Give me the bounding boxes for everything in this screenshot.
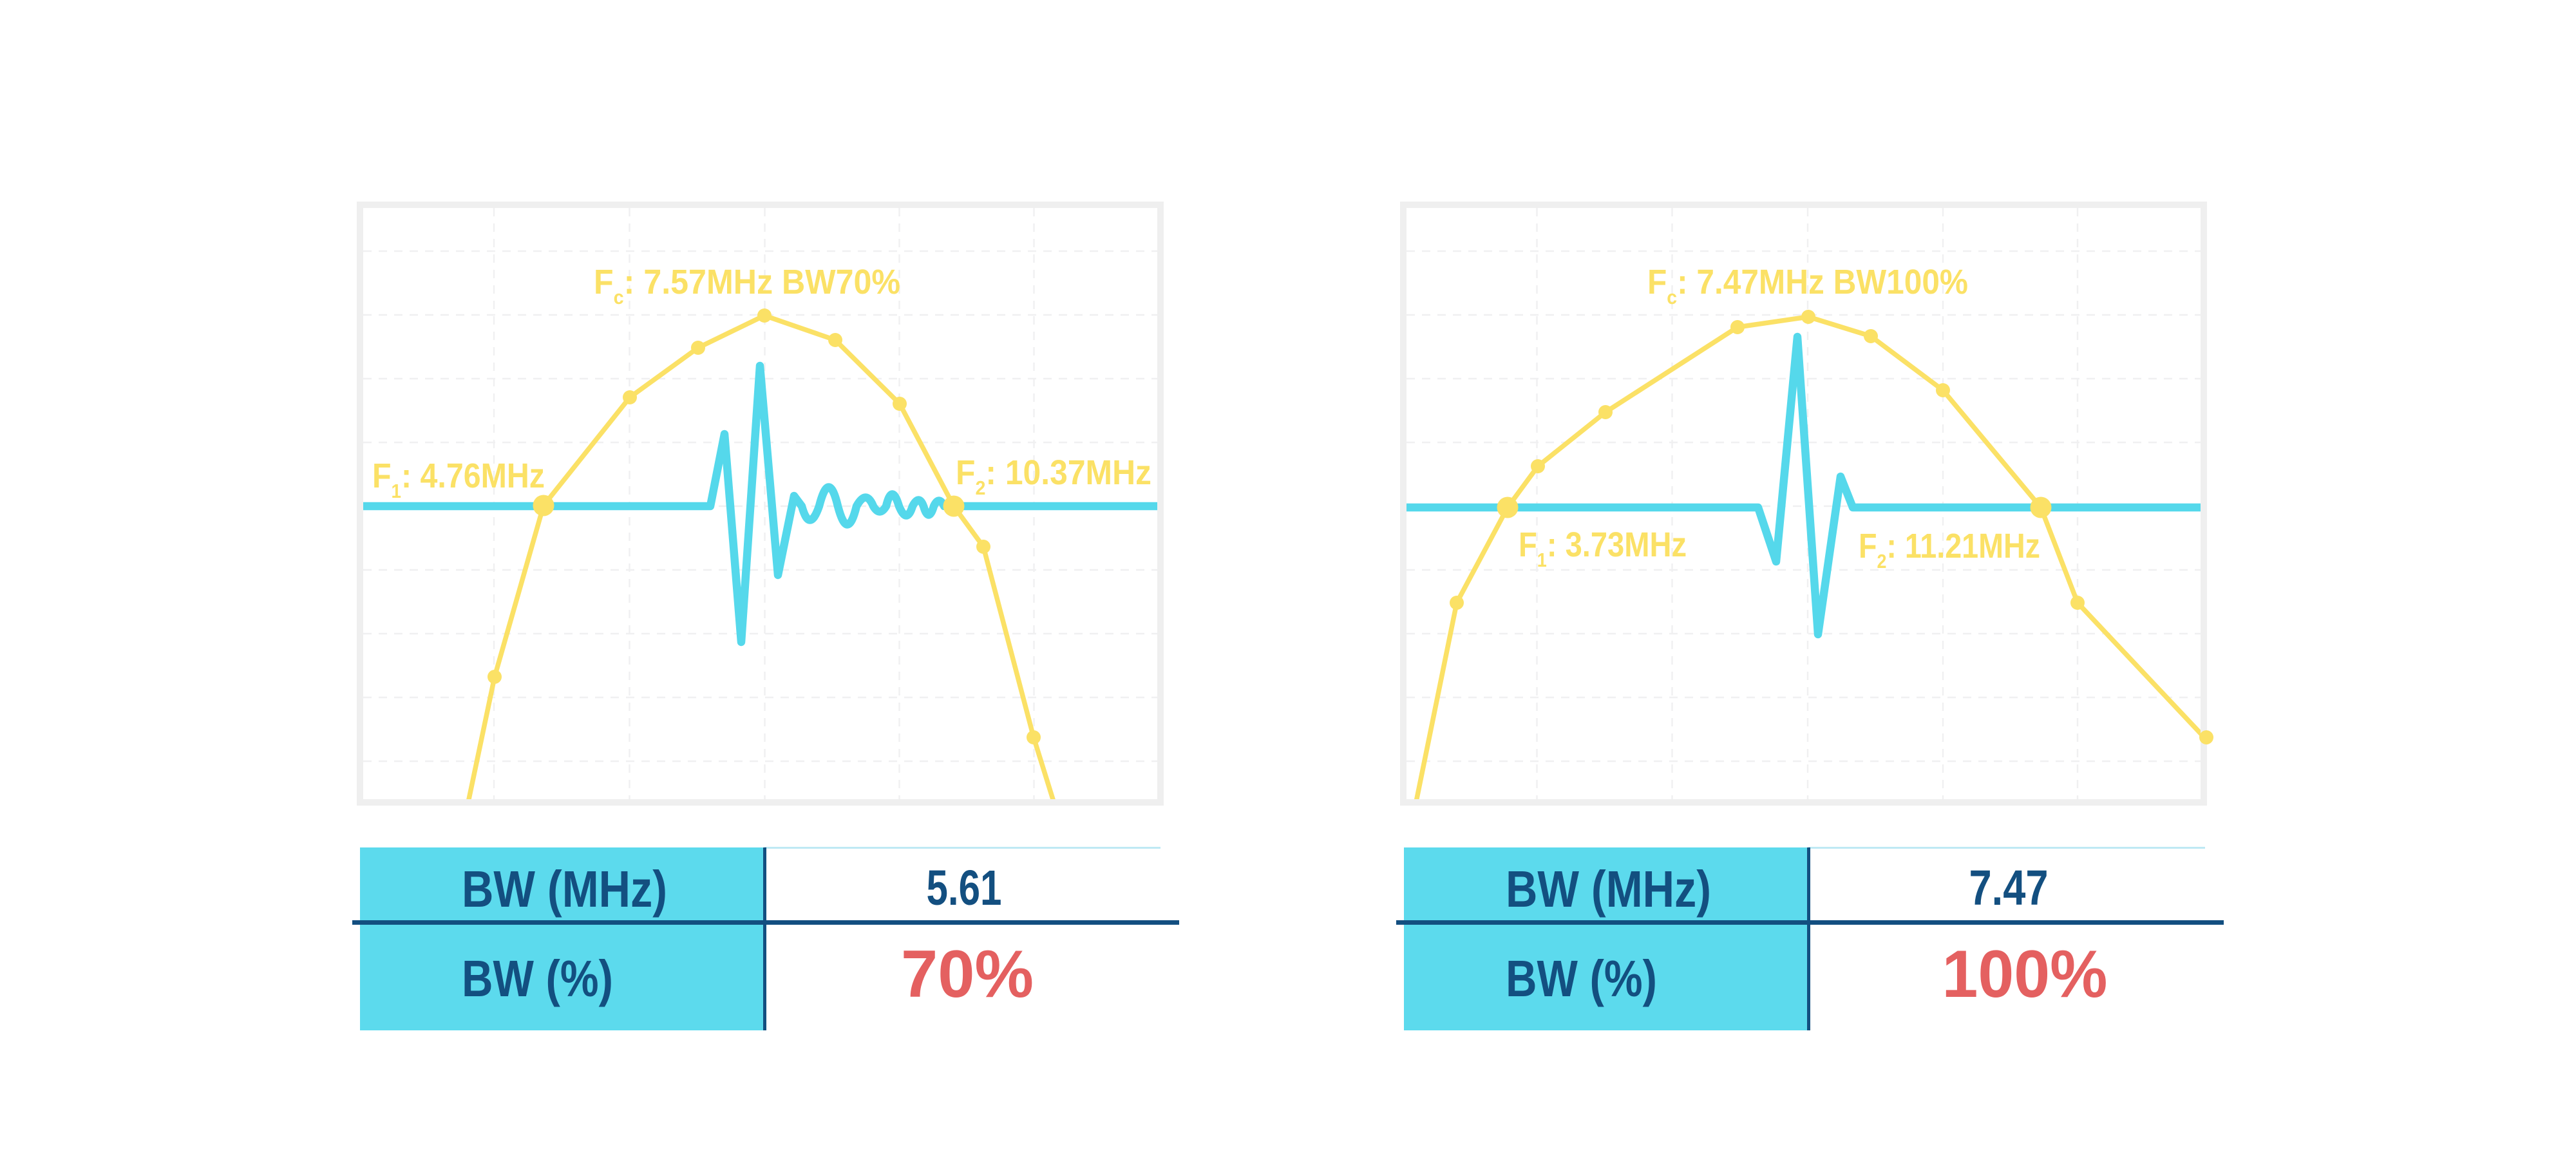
svg-text:BW (%): BW (%) bbox=[1506, 950, 1657, 1007]
svg-text:5.61: 5.61 bbox=[927, 860, 1002, 916]
svg-text:F2: 11.21MHz: F2: 11.21MHz bbox=[1859, 527, 2040, 572]
svg-text:F1: 3.73MHz: F1: 3.73MHz bbox=[1519, 525, 1687, 571]
svg-text:BW (MHz): BW (MHz) bbox=[462, 860, 667, 918]
svg-text:7.47: 7.47 bbox=[1969, 860, 2049, 916]
svg-text:F2: 10.37MHz: F2: 10.37MHz bbox=[956, 453, 1151, 499]
svg-text:100%: 100% bbox=[1942, 937, 2108, 1012]
svg-text:F1: 4.76MHz: F1: 4.76MHz bbox=[372, 457, 545, 502]
svg-text:BW (%): BW (%) bbox=[462, 950, 613, 1007]
svg-text:70%: 70% bbox=[901, 937, 1034, 1012]
svg-text:Fc: 7.47MHz BW100%: Fc: 7.47MHz BW100% bbox=[1647, 263, 1968, 308]
svg-text:Fc: 7.57MHz BW70%: Fc: 7.57MHz BW70% bbox=[594, 263, 900, 308]
svg-text:BW (MHz): BW (MHz) bbox=[1506, 860, 1711, 918]
